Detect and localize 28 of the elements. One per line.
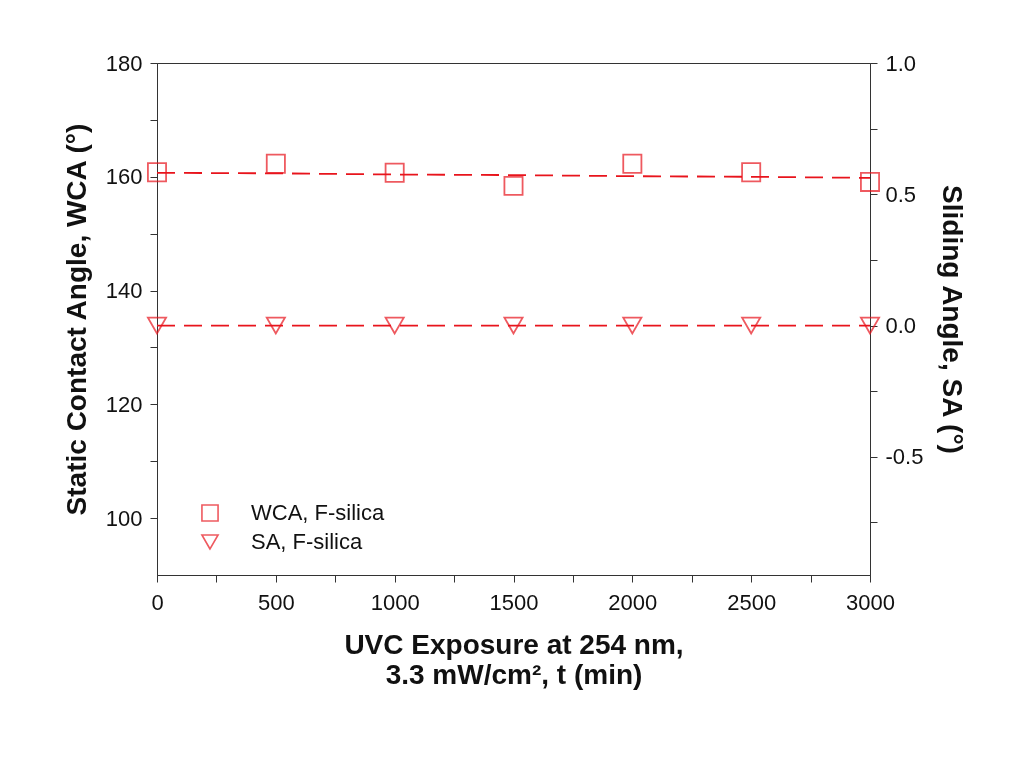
y-axis-title: Static Contact Angle, WCA (°): [60, 123, 92, 516]
x-tick-label: 0: [151, 589, 164, 615]
point: [265, 153, 286, 174]
y-tick-label: 160: [105, 164, 143, 190]
x-axis-title: UVC Exposure at 254 nm, 3.3 mW/cm², t (min): [344, 628, 684, 690]
y-tick-label: 140: [105, 278, 143, 304]
x-tick-label: 1000: [370, 589, 420, 615]
point: [622, 153, 643, 174]
legend-label: WCA, F-silica: [251, 500, 385, 525]
x-tick-label: 500: [257, 589, 295, 615]
point: [147, 162, 167, 183]
y2-tick-label: 0.0: [885, 313, 917, 339]
y2-tick-label: 0.5: [885, 181, 917, 207]
y2-tick-label: -0.5: [885, 444, 924, 470]
y-tick-label: 180: [105, 50, 143, 76]
legend-label: SA, F-silica: [251, 529, 363, 554]
point: [741, 162, 762, 183]
point: [860, 171, 880, 192]
point: [503, 175, 524, 196]
point: [384, 162, 405, 183]
x-tick-label: 3000: [846, 589, 895, 615]
y-tick-label: 100: [105, 505, 143, 531]
y-tick-label: 120: [105, 391, 143, 417]
x-tick-label: 2500: [727, 589, 777, 615]
x-tick-label: 1500: [489, 589, 539, 615]
y2-tick-label: 1.0: [885, 50, 917, 76]
x-tick-label: 2000: [608, 589, 658, 615]
y2-axis-title: Sliding Angle, SA (°): [937, 185, 969, 454]
